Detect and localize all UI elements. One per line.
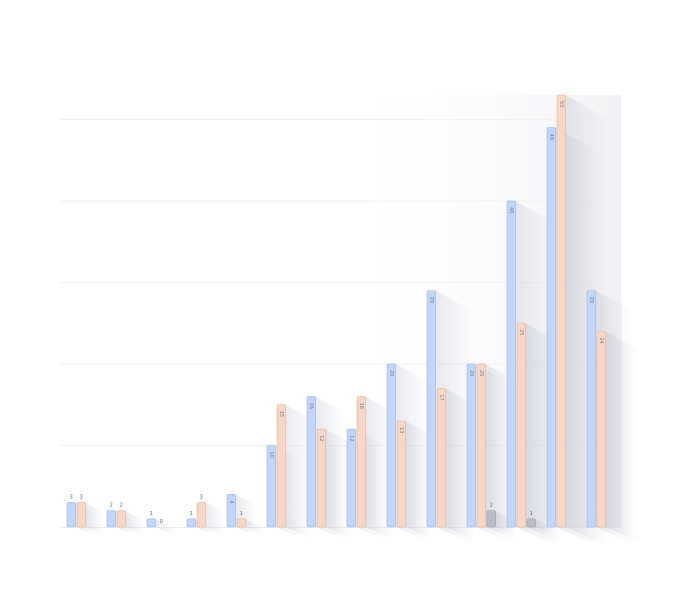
bar <box>586 290 596 528</box>
bar-value-label: 16 <box>358 403 364 409</box>
bar <box>476 363 486 528</box>
bar <box>466 363 476 528</box>
bar-shadow <box>535 518 555 536</box>
bar-value-label: 13 <box>398 427 404 433</box>
bar-shadow <box>245 518 265 536</box>
bar-value-label: 1 <box>240 511 243 517</box>
bar-shadow <box>205 502 226 536</box>
bar-value-label: 20 <box>478 370 484 376</box>
bar-value-label: 1 <box>190 511 193 517</box>
bar <box>516 322 526 528</box>
bar <box>356 396 366 528</box>
bar-value-label: 2 <box>110 503 113 509</box>
bar <box>306 396 316 528</box>
bar <box>506 200 516 528</box>
bar-shadow <box>405 421 432 539</box>
bar <box>316 428 326 528</box>
bar-value-label: 53 <box>558 101 564 107</box>
bar-shadow <box>325 429 352 539</box>
bar-value-label: 2 <box>120 503 123 509</box>
bar <box>236 518 246 528</box>
bar <box>346 428 356 528</box>
bar <box>546 127 556 528</box>
bar <box>76 502 86 528</box>
bar <box>436 388 446 528</box>
bar <box>556 94 566 528</box>
bar-value-label: 10 <box>268 451 274 457</box>
bar-value-label: 16 <box>308 403 314 409</box>
bar-value-label: 0 <box>160 519 163 525</box>
bar-shadow <box>125 510 145 536</box>
bar <box>266 445 276 528</box>
bar-value-label: 3 <box>80 495 83 501</box>
bars <box>66 94 606 528</box>
bar <box>426 290 436 528</box>
bar-shadow <box>285 404 314 540</box>
bar-value-label: 24 <box>598 337 604 343</box>
bar-value-label: 1 <box>530 511 533 517</box>
bar-value-label: 2 <box>490 503 493 509</box>
bar <box>196 502 206 528</box>
bar-value-label: 3 <box>70 495 73 501</box>
bar <box>106 510 116 528</box>
bar-value-label: 15 <box>278 411 284 417</box>
bar-shadow <box>495 510 515 536</box>
bar <box>66 502 76 528</box>
bar <box>116 510 126 528</box>
bar-value-label: 12 <box>318 435 324 441</box>
bar-value-label: 17 <box>438 394 444 400</box>
bar-shadow <box>85 502 106 536</box>
bar-value-label: 40 <box>508 207 514 213</box>
bar-value-label: 49 <box>548 134 554 140</box>
bar-value-label: 4 <box>228 500 234 503</box>
bar <box>386 363 396 528</box>
bar <box>186 518 196 528</box>
bar-value-label: 12 <box>348 435 354 441</box>
bar-value-label: 20 <box>388 370 394 376</box>
bar-value-label: 29 <box>588 297 594 303</box>
bar-shadow <box>605 331 640 543</box>
bar <box>526 518 536 528</box>
bar <box>276 404 286 528</box>
bar <box>596 331 606 528</box>
bar-value-label: 1 <box>150 511 153 517</box>
bar <box>486 510 496 528</box>
bar-value-label: 25 <box>518 329 524 335</box>
bar-shadow <box>155 518 175 536</box>
bar <box>146 518 156 528</box>
bar <box>396 420 406 528</box>
bar <box>226 494 236 528</box>
bar-value-label: 29 <box>428 297 434 303</box>
bar-value-label: 3 <box>200 495 203 501</box>
bar-value-label: 20 <box>468 370 474 376</box>
